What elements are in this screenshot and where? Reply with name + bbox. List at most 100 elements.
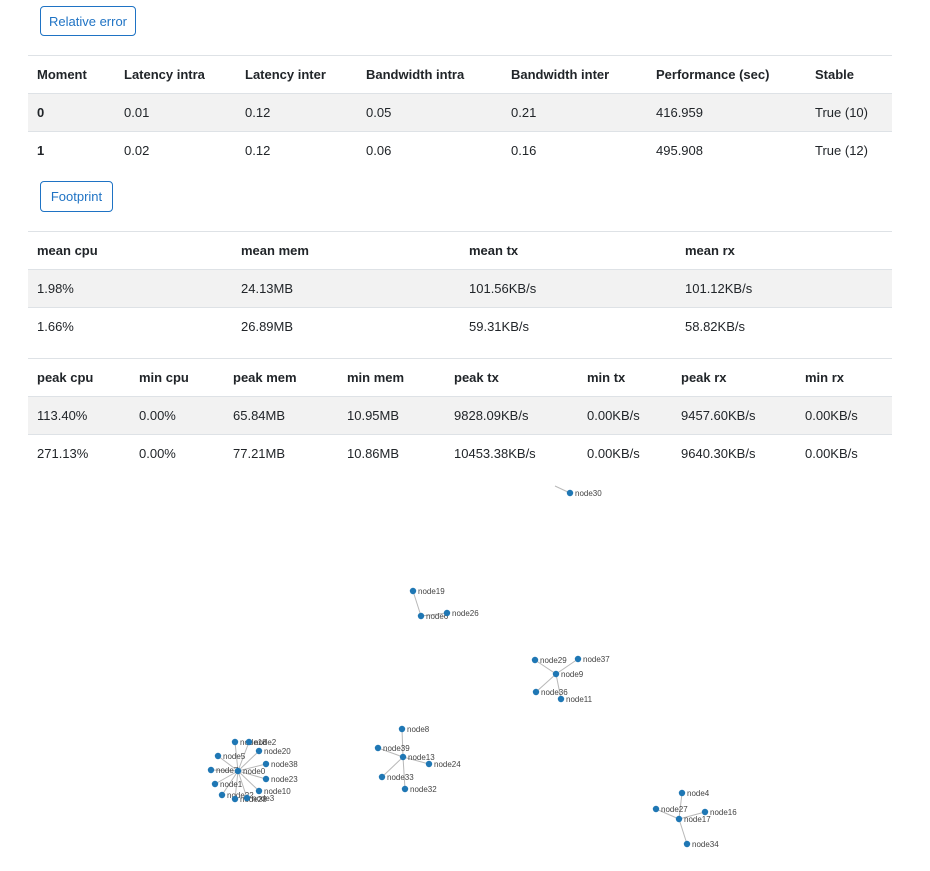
graph-node-node8[interactable]: node8 [398, 725, 430, 734]
graph-node-dot[interactable] [531, 656, 539, 664]
graph-node-dot[interactable] [214, 752, 222, 760]
mean-footprint-table-header: mean cpu mean mem mean tx mean rx [28, 231, 892, 270]
network-graph[interactable]: node30 node19 node6 node26 node29 node37 node9… [0, 470, 930, 871]
graph-node-node36[interactable]: node36 [532, 688, 568, 697]
graph-node-node37[interactable]: node37 [574, 655, 610, 664]
table-row: 1 0.02 0.12 0.06 0.16 495.908 True (12) [28, 132, 892, 170]
graph-node-node38[interactable]: node38 [262, 760, 298, 769]
graph-node-dot[interactable] [262, 760, 270, 768]
relative-error-cell: 1 [37, 143, 45, 159]
graph-node-node4[interactable]: node4 [678, 789, 710, 798]
graph-node-node28[interactable]: node28 [231, 795, 267, 804]
relative-error-cell: 0.02 [124, 143, 150, 159]
graph-node-node9[interactable]: node9 [552, 670, 584, 679]
graph-edges [210, 485, 706, 845]
graph-node-dot[interactable] [417, 612, 425, 620]
graph-node-node17[interactable]: node17 [675, 815, 711, 824]
graph-node-dot[interactable] [574, 655, 582, 663]
graph-node-dot[interactable] [398, 725, 406, 733]
graph-node-node0[interactable]: node0 [234, 767, 266, 776]
graph-node-node16[interactable]: node16 [701, 808, 737, 817]
graph-node-label: node9 [561, 670, 584, 679]
graph-node-dot[interactable] [652, 805, 660, 813]
relative-error-button[interactable]: Relative error [40, 6, 136, 36]
graph-node-label: node20 [264, 747, 291, 756]
graph-node-dot[interactable] [262, 775, 270, 783]
graph-node-node18[interactable]: node18 [231, 738, 267, 747]
graph-node-dot[interactable] [552, 670, 560, 678]
graph-node-node19[interactable]: node19 [409, 587, 445, 596]
relative-error-header-row: Moment Latency intra Latency inter Bandwidt… [28, 55, 892, 94]
graph-node-node29[interactable]: node29 [531, 656, 567, 665]
graph-node-dot[interactable] [409, 587, 417, 595]
graph-node-node33[interactable]: node33 [378, 773, 414, 782]
graph-node-node7[interactable]: node7 [207, 766, 239, 775]
graph-node-dot[interactable] [532, 688, 540, 696]
graph-node-dot[interactable] [245, 738, 253, 746]
graph-node-label: node19 [418, 587, 445, 596]
graph-node-dot[interactable] [255, 787, 263, 795]
graph-node-dot[interactable] [401, 785, 409, 793]
peak-footprint-cell: 9640.30KB/s [681, 446, 756, 462]
footprint-button[interactable]: Footprint [40, 181, 113, 212]
graph-node-node22[interactable]: node22 [218, 791, 254, 800]
graph-node-label: node7 [216, 766, 239, 775]
graph-edge [402, 756, 430, 765]
graph-node-dot[interactable] [231, 795, 239, 803]
graph-node-node39[interactable]: node39 [374, 744, 410, 753]
table-row: 113.40% 0.00% 65.84MB 10.95MB 9828.09KB/s 0.0… [28, 396, 892, 435]
graph-node-node24[interactable]: node24 [425, 760, 461, 769]
graph-node-dot[interactable] [678, 789, 686, 797]
graph-edge [237, 770, 260, 792]
graph-edge [234, 770, 239, 800]
relative-error-table: Moment Latency intra Latency inter Bandwidt… [28, 55, 892, 170]
relative-error-cell: 0.06 [366, 143, 392, 159]
graph-node-label: node8 [407, 725, 430, 734]
graph-node-node30[interactable]: node30 [566, 489, 602, 498]
graph-node-dot[interactable] [378, 773, 386, 781]
graph-node-label: node28 [240, 795, 267, 804]
graph-node-node26[interactable]: node26 [443, 609, 479, 618]
peak-footprint-cell: 0.00KB/s [578, 396, 672, 435]
graph-edge [214, 770, 239, 785]
graph-node-dot[interactable] [683, 840, 691, 848]
graph-node-node13[interactable]: node13 [399, 753, 435, 762]
graph-node-dot[interactable] [234, 767, 242, 775]
graph-edge [237, 750, 260, 772]
graph-node-dot[interactable] [218, 791, 226, 799]
graph-node-node2[interactable]: node2 [245, 738, 277, 747]
graph-node-dot[interactable] [675, 815, 683, 823]
graph-node-node6[interactable]: node6 [417, 612, 449, 621]
graph-edge [555, 658, 579, 675]
graph-node-dot[interactable] [425, 760, 433, 768]
relative-error-table-header: Moment Latency intra Latency inter Bandwidt… [28, 55, 892, 94]
mean-footprint-column-header: mean mem [232, 231, 460, 270]
graph-node-dot[interactable] [211, 780, 219, 788]
graph-node-dot[interactable] [557, 695, 565, 703]
peak-footprint-cell: 9828.09KB/s [445, 396, 578, 435]
graph-node-node11[interactable]: node11 [557, 695, 593, 704]
graph-node-dot[interactable] [443, 609, 451, 617]
graph-node-label: node36 [541, 688, 568, 697]
table-row: 271.13% 0.00% 77.21MB 10.86MB 10453.38KB/s 0.… [28, 435, 892, 473]
graph-edge [217, 755, 239, 772]
graph-node-node23[interactable]: node23 [262, 775, 298, 784]
relative-error-cell: 0.01 [115, 93, 236, 132]
graph-node-node3[interactable]: node3 [243, 794, 275, 803]
graph-node-dot[interactable] [399, 753, 407, 761]
graph-node-dot[interactable] [374, 744, 382, 752]
mean-footprint-cell: 24.13MB [232, 269, 460, 308]
graph-node-node32[interactable]: node32 [401, 785, 437, 794]
graph-node-node5[interactable]: node5 [214, 752, 246, 761]
graph-node-dot[interactable] [255, 747, 263, 755]
graph-node-node27[interactable]: node27 [652, 805, 688, 814]
graph-node-dot[interactable] [701, 808, 709, 816]
graph-node-node34[interactable]: node34 [683, 840, 719, 849]
graph-node-dot[interactable] [207, 766, 215, 774]
graph-node-dot[interactable] [566, 489, 574, 497]
graph-node-node1[interactable]: node1 [211, 780, 243, 789]
graph-node-dot[interactable] [231, 738, 239, 746]
graph-node-node20[interactable]: node20 [255, 747, 291, 756]
graph-node-node10[interactable]: node10 [255, 787, 291, 796]
graph-node-dot[interactable] [243, 794, 251, 802]
